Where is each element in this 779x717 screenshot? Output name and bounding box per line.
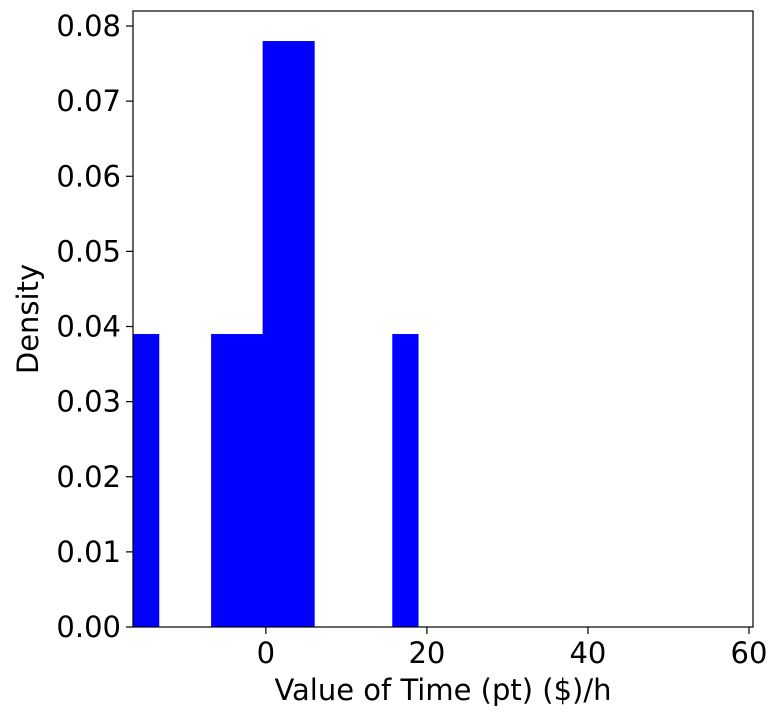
histogram-bar-0	[133, 334, 160, 627]
y-axis: 0.00 0.01 0.02 0.03 0.04 0.05 0.06 0.07 0.08	[56, 9, 133, 644]
plot-frame	[132, 10, 754, 628]
x-tick-label: 60	[731, 636, 768, 670]
y-tick-label: 0.02	[56, 460, 121, 494]
histogram-bar-5	[392, 334, 419, 627]
histogram-bar-3	[262, 41, 289, 628]
x-tick-label: 0	[257, 636, 275, 670]
x-tick-label: 20	[408, 636, 445, 670]
y-tick-label: 0.05	[56, 234, 121, 268]
y-tick-label: 0.01	[56, 535, 121, 569]
histogram-bar-2	[236, 334, 264, 627]
y-tick-label: 0.06	[56, 159, 121, 193]
x-tick-label: 40	[569, 636, 606, 670]
y-axis-label: Density	[11, 264, 45, 374]
histogram-bar-4	[288, 41, 315, 628]
y-tick-label: 0.08	[56, 9, 121, 43]
y-tick-label: 0.07	[56, 84, 121, 118]
bars-group	[133, 41, 419, 628]
y-tick-label: 0.04	[56, 310, 121, 344]
x-axis: 0 20 40 60	[257, 627, 768, 670]
y-tick-label: 0.00	[56, 610, 121, 644]
y-tick-label: 0.03	[56, 385, 121, 419]
histogram-bar-1	[211, 334, 238, 627]
x-axis-label: Value of Time (pt) ($)/h	[274, 673, 611, 707]
